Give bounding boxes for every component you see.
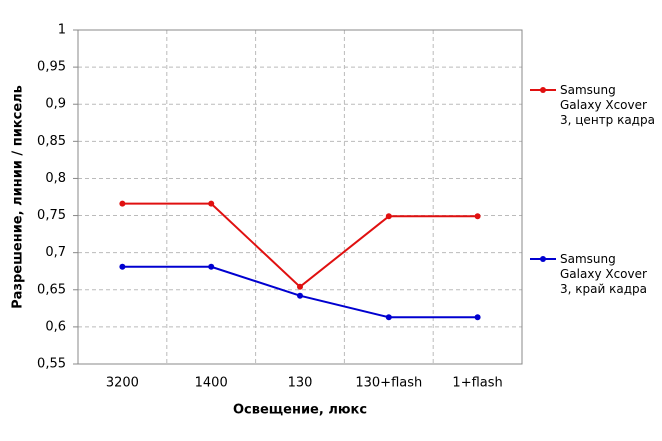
data-point — [474, 213, 481, 220]
data-point — [297, 292, 303, 299]
data-point — [385, 314, 392, 321]
legend-label: Samsung Galaxy Xcover 3, край кадра — [560, 252, 647, 296]
y-tick-label: 0,7 — [45, 245, 66, 260]
x-tick-label: 1400 — [195, 376, 228, 391]
data-point — [208, 200, 215, 207]
y-tick-label: 0,95 — [37, 60, 66, 75]
legend-label: Samsung Galaxy Xcover 3, центр кадра — [560, 83, 655, 127]
y-tick-label: 0,9 — [45, 97, 66, 112]
data-point — [119, 200, 126, 207]
data-point — [208, 263, 215, 270]
series-line — [122, 202, 478, 289]
data-point — [474, 314, 481, 321]
data-point — [385, 213, 392, 220]
y-axis-label: Разрешение, линии / пиксель — [11, 85, 26, 309]
data-point — [297, 283, 303, 290]
y-tick-label: 0,55 — [37, 357, 66, 372]
x-tick-label: 130 — [288, 376, 313, 391]
legend-marker — [540, 87, 546, 93]
x-tick-label: 130+flash — [355, 376, 422, 391]
y-tick-label: 0,8 — [45, 171, 66, 186]
plot-border — [77, 29, 523, 365]
y-tick-label: 1 — [58, 23, 66, 38]
x-axis-label: Освещение, люкс — [233, 403, 367, 418]
y-tick-label: 0,85 — [37, 134, 66, 149]
series-line — [122, 265, 478, 319]
data-point — [119, 263, 126, 270]
y-tick-label: 0,65 — [37, 282, 66, 297]
legend-marker — [540, 256, 546, 262]
y-tick-label: 0,6 — [45, 319, 66, 334]
x-tick-label: 3200 — [106, 376, 139, 391]
x-tick-label: 1+flash — [452, 376, 502, 391]
y-tick-label: 0,75 — [37, 208, 66, 223]
